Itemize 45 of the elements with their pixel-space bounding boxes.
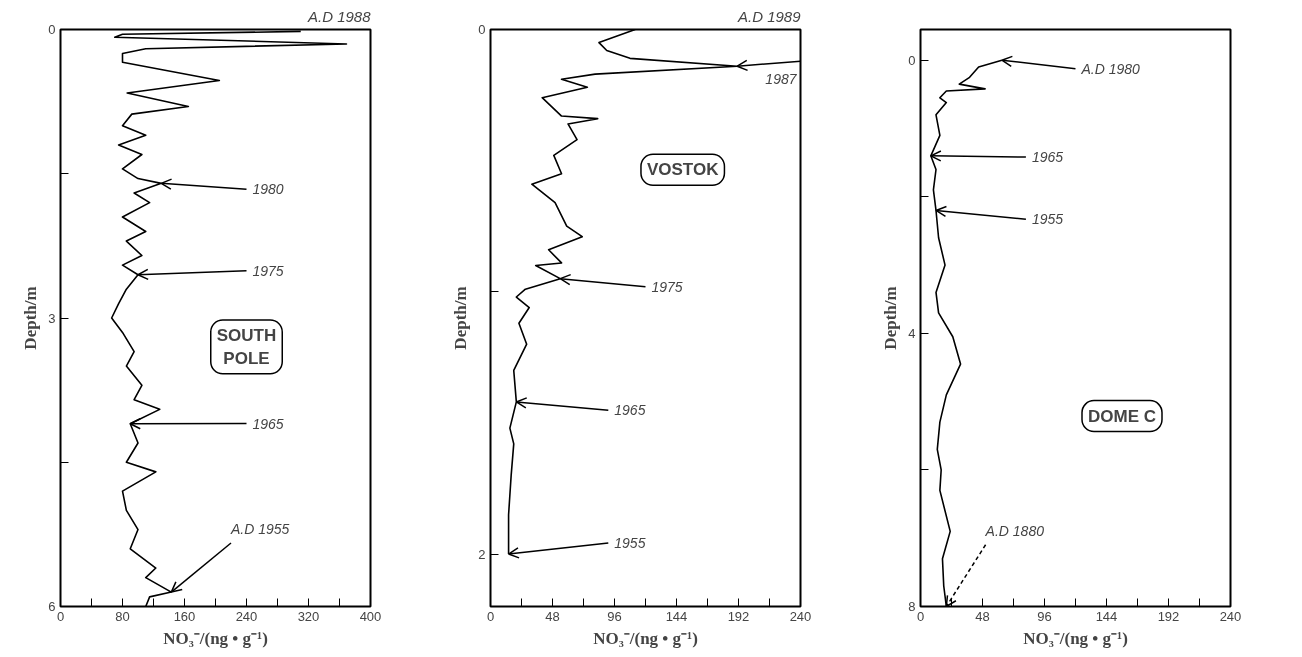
x-tick-label: 240 <box>235 608 258 624</box>
x-tick-label: 80 <box>115 608 130 624</box>
annotation: SOUTH POLE <box>216 325 277 368</box>
annotation: 1987 <box>765 71 798 88</box>
x-tick-label: 96 <box>1037 608 1052 624</box>
x-tick-label: 320 <box>297 608 320 624</box>
annotation: 1965 <box>252 415 284 432</box>
x-tick-label: 192 <box>1157 608 1180 624</box>
annotation: A.D 1955 <box>230 521 290 538</box>
annotation: 1975 <box>651 278 683 295</box>
annotation: 1965 <box>614 402 646 419</box>
y-tick-label: 2 <box>478 546 486 562</box>
annotation: 1965 <box>1031 149 1064 166</box>
annotation: 1955 <box>614 535 646 552</box>
y-tick-label: 8 <box>908 599 916 614</box>
x-tick-label: 192 <box>727 608 750 624</box>
x-tick-label: 144 <box>1095 608 1118 624</box>
annotation: 1980 <box>252 181 284 198</box>
y-axis-title: Depth/m <box>881 286 901 350</box>
y-tick-label: 0 <box>908 52 916 68</box>
y-tick-label: 4 <box>908 325 916 341</box>
x-tick-label: 96 <box>607 608 622 624</box>
x-axis-title: NO₃⁻/(ng • g⁻¹) <box>1023 628 1128 648</box>
annotation: DOME C <box>1088 406 1156 426</box>
annotation: VOSTOK <box>646 160 720 180</box>
x-tick-label: 400 <box>359 608 382 624</box>
y-axis-title: Depth/m <box>451 286 471 350</box>
annotation: A.D 1880 <box>984 522 1045 539</box>
y-axis-title: Depth/m <box>21 286 41 350</box>
y-tick-label: 3 <box>48 310 56 326</box>
x-tick-label: 240 <box>1219 608 1242 624</box>
chart-title: A.D 1989 <box>736 7 802 25</box>
annotation: 1955 <box>1031 211 1064 228</box>
x-axis-title: NO₃⁻/(ng • g⁻¹) <box>163 628 268 648</box>
x-axis-title: NO₃⁻/(ng • g⁻¹) <box>593 628 698 648</box>
x-tick-label: 48 <box>975 608 990 624</box>
y-tick-label: 0 <box>48 22 56 37</box>
y-tick-label: 6 <box>48 599 56 614</box>
chart-title: A.D 1988 <box>306 7 372 25</box>
x-tick-label: 144 <box>665 608 688 624</box>
x-tick-label: 160 <box>173 608 196 624</box>
annotation: A.D 1980 <box>1080 60 1141 77</box>
x-tick-label: 240 <box>789 608 812 624</box>
x-tick-label: 48 <box>545 608 560 624</box>
annotation: 1975 <box>252 262 284 279</box>
